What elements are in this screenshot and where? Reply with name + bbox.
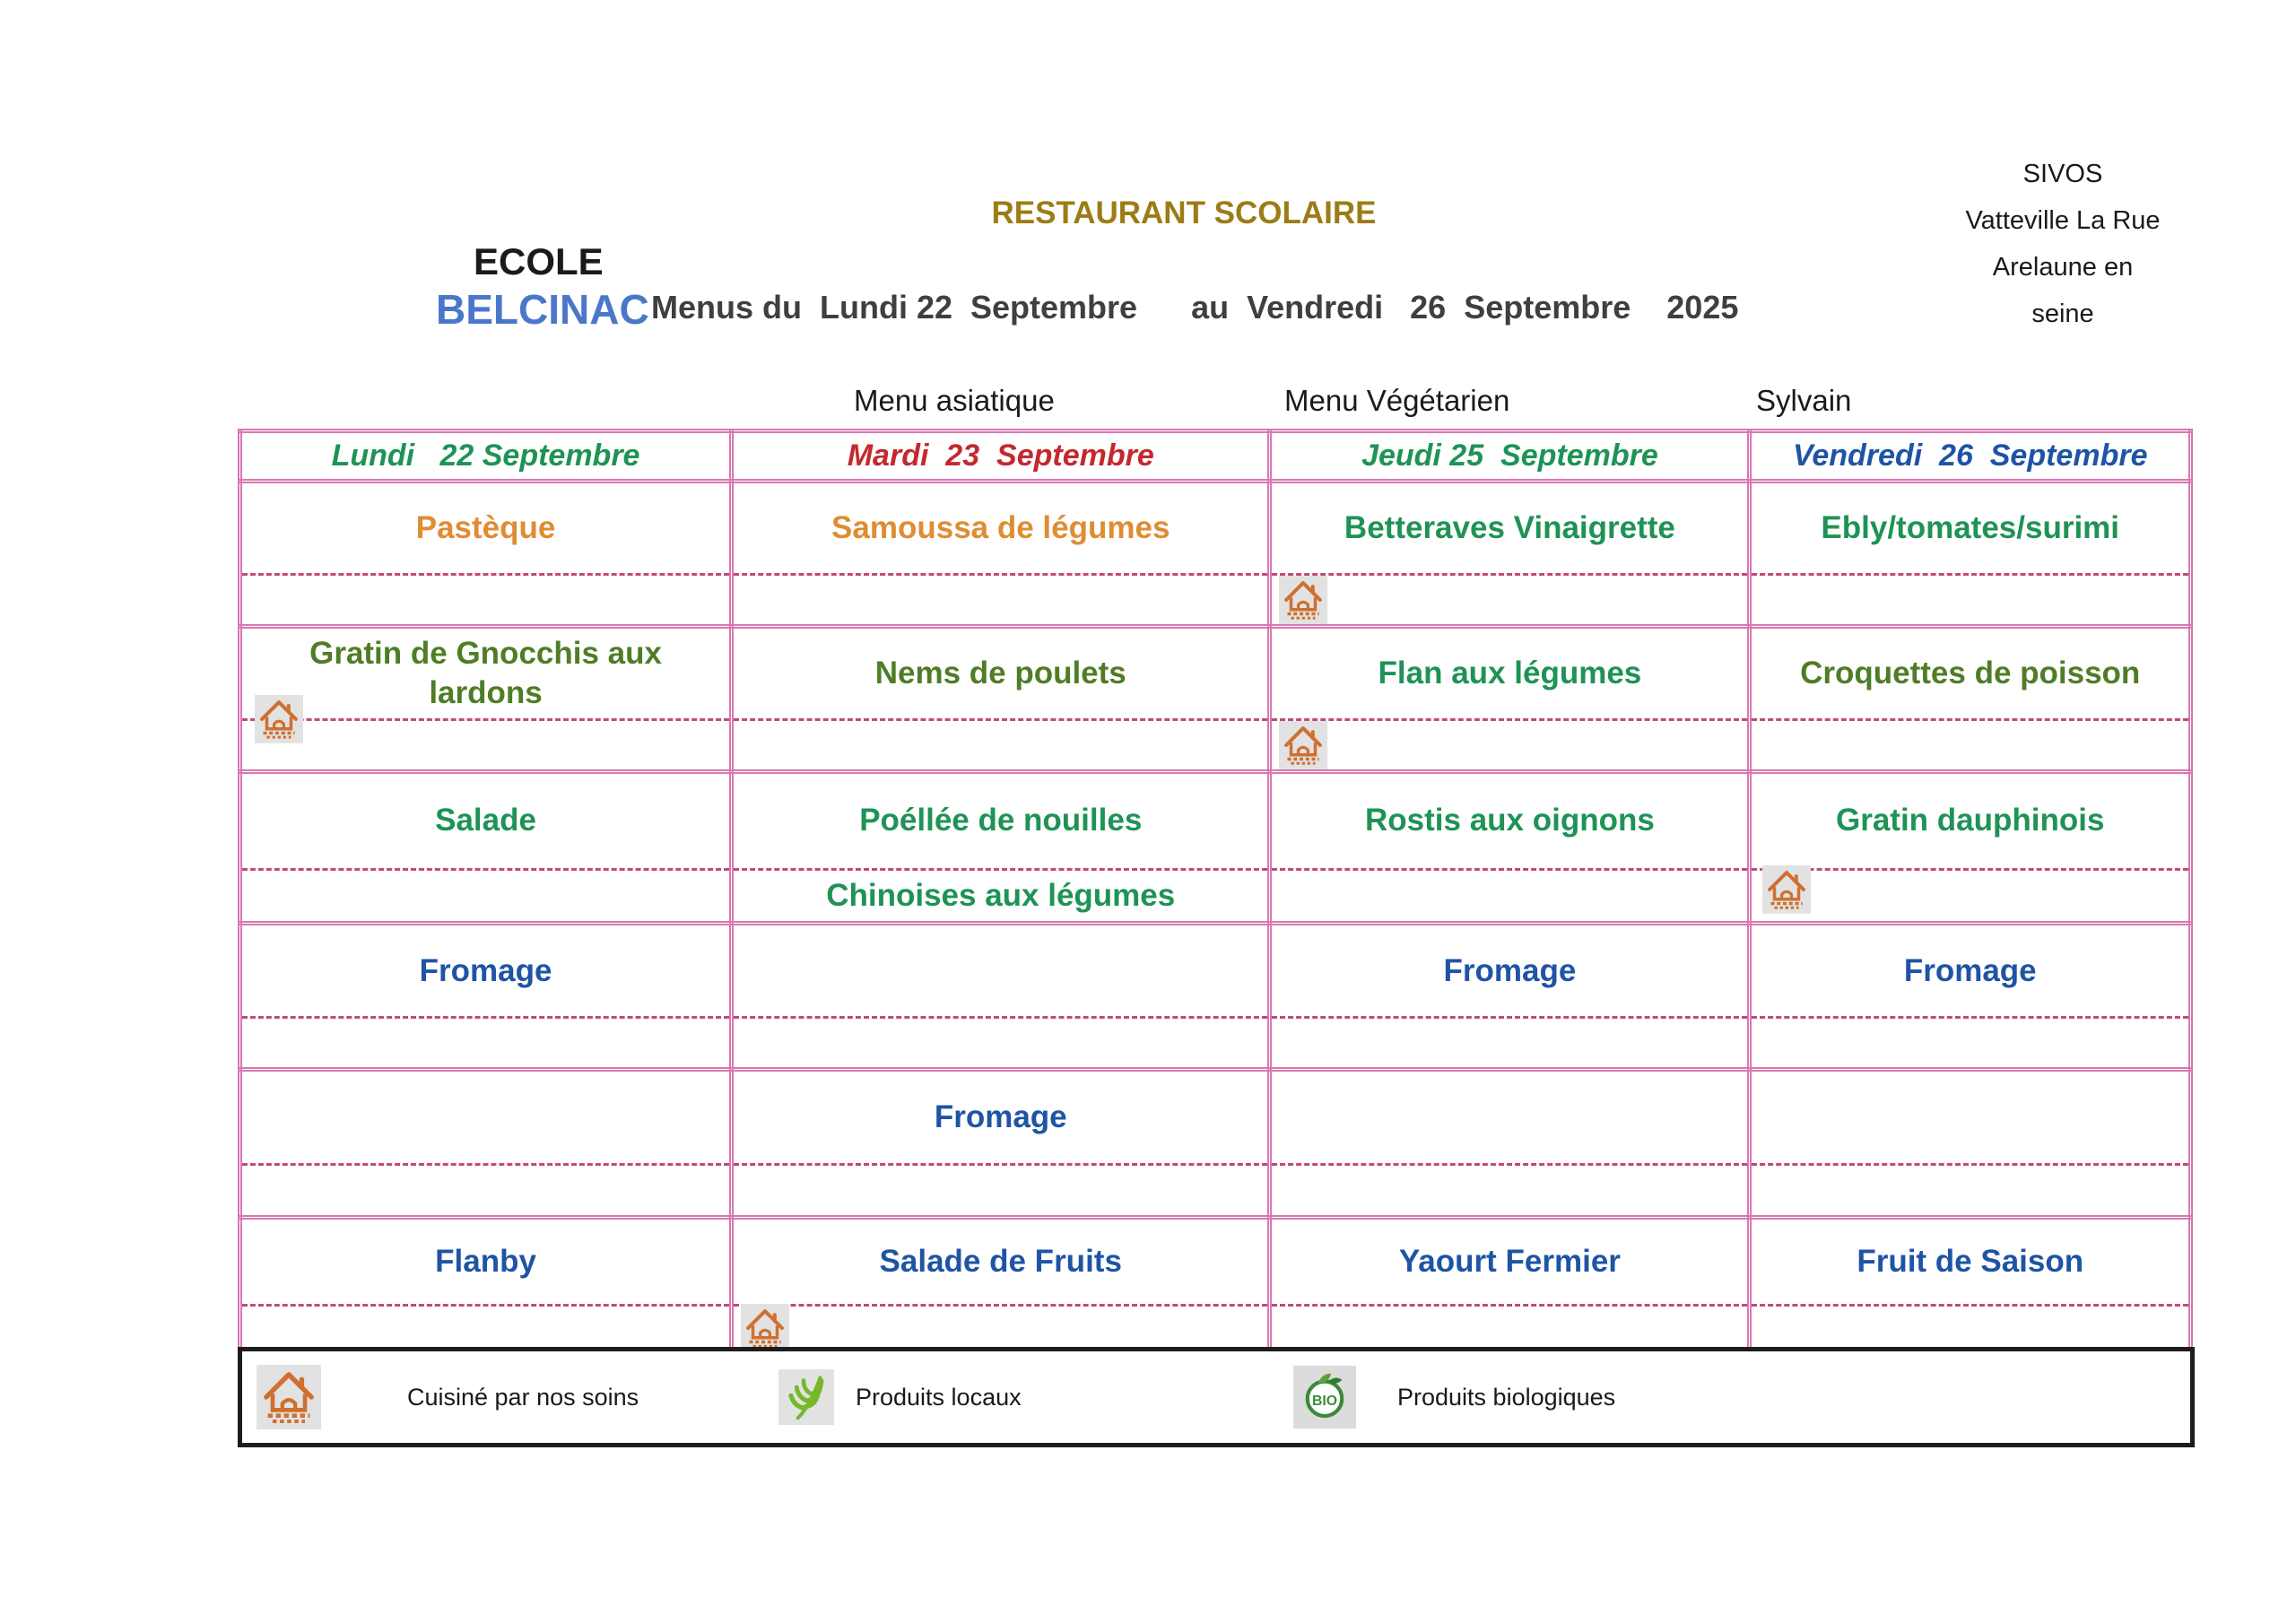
- menu-cell: Pastèque: [237, 479, 735, 629]
- menu-cell: Fromage: [1267, 921, 1752, 1072]
- org-line-seine: seine: [2031, 300, 2094, 328]
- menu-cell: Samoussa de légumes: [729, 479, 1273, 629]
- day-header-label: Lundi 22 Septembre: [331, 439, 640, 473]
- menu-item-label: Betteraves Vinaigrette: [1344, 510, 1675, 546]
- menu-cell: Rostis aux oignons: [1267, 769, 1752, 925]
- day-header-lundi: Lundi 22 Septembre: [237, 429, 735, 483]
- day-header-mardi: Mardi 23 Septembre: [729, 429, 1273, 483]
- menu-item-label: Samoussa de légumes: [831, 510, 1170, 546]
- bio-icon: BIO: [1293, 1366, 1356, 1429]
- day-header-label: Vendredi 26 Septembre: [1792, 439, 2148, 473]
- menu-cell: Gratin de Gnocchis aux lardons: [237, 624, 735, 774]
- home-icon: [257, 1365, 321, 1429]
- menu-item-label: Flanby: [435, 1244, 536, 1280]
- menu-item-label: Pastèque: [415, 510, 556, 546]
- note-menu-asiatique: Menu asiatique: [854, 384, 1055, 417]
- menu-cell: Ebly/tomates/surimi: [1747, 479, 2193, 629]
- org-line-sivos: SIVOS: [2022, 160, 2103, 188]
- menu-item-label: Yaourt Fermier: [1398, 1244, 1621, 1280]
- home-icon: [1279, 576, 1328, 624]
- org-line-vatteville: Vatteville La Rue: [1965, 206, 2161, 235]
- menu-item-label: Fruit de Saison: [1857, 1244, 2084, 1280]
- legend-label: Cuisiné par nos soins: [407, 1383, 639, 1411]
- weekly-menu-table: Lundi 22 Septembre Mardi 23 Septembre Je…: [237, 429, 2193, 1357]
- home-icon: [741, 1304, 790, 1352]
- home-icon: [1762, 865, 1812, 914]
- menu-cell: Yaourt Fermier: [1267, 1215, 1752, 1357]
- menu-cell: Flan aux légumes: [1267, 624, 1752, 774]
- menu-cell: Croquettes de poisson: [1747, 624, 2193, 774]
- menu-cell: Fromage: [237, 921, 735, 1072]
- menu-cell: Flanby: [237, 1215, 735, 1357]
- day-header-label: Mardi 23 Septembre: [847, 439, 1154, 473]
- school-name-line2: BELCINAC: [436, 286, 649, 333]
- page-title: RESTAURANT SCOLAIRE: [991, 195, 1377, 230]
- legend-item-bio: BIO Produits biologiques: [1293, 1351, 1615, 1443]
- day-header-label: Jeudi 25 Septembre: [1361, 439, 1658, 473]
- menu-item-label: Fromage: [1903, 952, 2037, 988]
- menu-cell: Fromage: [1747, 921, 2193, 1072]
- menu-item-label: Poéllée de nouilles: [859, 803, 1143, 838]
- menu-item-label: Ebly/tomates/surimi: [1821, 510, 2120, 546]
- menu-item-label: Salade de Fruits: [879, 1244, 1122, 1280]
- school-name-line1: ECOLE: [474, 240, 604, 282]
- menu-item-label: Flan aux légumes: [1378, 656, 1642, 691]
- wheat-icon: [778, 1369, 834, 1425]
- menu-cell: Salade de Fruits: [729, 1215, 1273, 1357]
- menu-cell: [1747, 1067, 2193, 1220]
- svg-text:BIO: BIO: [1312, 1394, 1337, 1409]
- legend-label: Produits locaux: [856, 1383, 1022, 1411]
- menu-item-label-line2: Chinoises aux légumes: [826, 877, 1176, 913]
- menu-item-label: Croquettes de poisson: [1800, 656, 2141, 691]
- organization-block: SIVOS Vatteville La Rue Arelaune en sein…: [1901, 151, 2224, 337]
- menu-cell: Salade: [237, 769, 735, 925]
- home-icon: [255, 694, 303, 743]
- org-line-arelaune: Arelaune en: [1992, 253, 2134, 282]
- menu-cell: Betteraves Vinaigrette: [1267, 479, 1752, 629]
- menu-item-label: Fromage: [934, 1099, 1067, 1135]
- menu-item-label: Rostis aux oignons: [1365, 803, 1655, 838]
- menu-item-label: Gratin dauphinois: [1835, 803, 2105, 838]
- menu-cell: Fromage: [729, 1067, 1273, 1220]
- note-menu-vegetarien: Menu Végétarien: [1284, 384, 1510, 417]
- menu-cell: Poéllée de nouilles Chinoises aux légume…: [729, 769, 1273, 925]
- menu-cell: Fruit de Saison: [1747, 1215, 2193, 1357]
- menu-item-label: Gratin de Gnocchis aux lardons: [309, 636, 662, 711]
- menu-item-label: Salade: [435, 803, 536, 838]
- menu-item-label: Fromage: [1443, 952, 1577, 988]
- menu-cell: [1267, 1067, 1752, 1220]
- day-header-vendredi: Vendredi 26 Septembre: [1747, 429, 2193, 483]
- day-header-jeudi: Jeudi 25 Septembre: [1267, 429, 1752, 483]
- legend-bar: Cuisiné par nos soins Produits locaux BI…: [238, 1347, 2195, 1447]
- menu-item-label: Fromage: [419, 952, 552, 988]
- menu-item-label: Nems de poulets: [874, 656, 1126, 691]
- legend-item-local: Produits locaux: [778, 1351, 1022, 1443]
- menu-date-range: Menus du Lundi 22 Septembre au Vendredi …: [651, 289, 1739, 326]
- home-icon: [1279, 721, 1328, 769]
- legend-label: Produits biologiques: [1397, 1383, 1616, 1411]
- legend-item-home-made: Cuisiné par nos soins: [257, 1351, 639, 1443]
- menu-cell: [237, 1067, 735, 1220]
- menu-cell: Nems de poulets: [729, 624, 1273, 774]
- note-sylvain: Sylvain: [1756, 384, 1852, 417]
- menu-cell: [729, 921, 1273, 1072]
- menu-cell: Gratin dauphinois: [1747, 769, 2193, 925]
